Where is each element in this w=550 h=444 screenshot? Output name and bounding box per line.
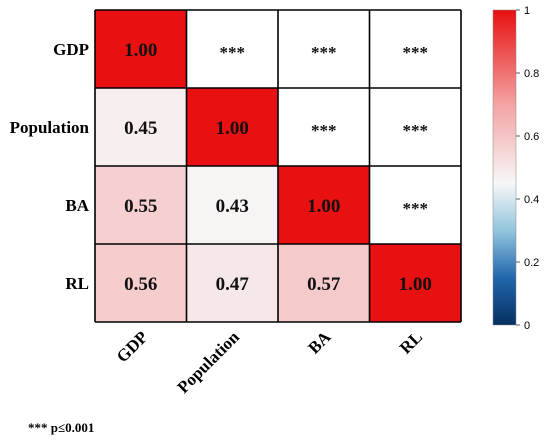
row-label: GDP: [53, 40, 89, 59]
heatmap-cell-0-1: [186, 10, 278, 88]
significance-label: ***: [220, 43, 246, 62]
heatmap-cell-2-1: [186, 166, 278, 244]
heatmap-cell-0-3: [369, 10, 461, 88]
cell-value-label: 0.57: [307, 274, 341, 295]
heatmap-cell-1-1: [186, 88, 278, 166]
heatmap-cell-2-3: [369, 166, 461, 244]
colorbar-gradient: [492, 9, 517, 326]
row-label: Population: [10, 118, 90, 137]
cell-value-label: 0.55: [124, 196, 157, 217]
heatmap-cell-1-2: [278, 88, 370, 166]
cell-value-label: 0.45: [124, 118, 157, 139]
column-label: RL: [396, 327, 426, 357]
heatmap-cell-2-2: [278, 166, 370, 244]
cell-value-label: 1.00: [399, 274, 432, 295]
colorbar-tick-label: 0: [524, 320, 530, 332]
colorbar-tick-label: 0.4: [524, 194, 539, 206]
column-labels: GDP Population BA RL: [113, 327, 426, 397]
colorbar-tick-label: 1: [524, 5, 530, 17]
heatmap-cells: 1.00 *** *** *** 0.45 1.00 *** *** 0.55 0.43 1.00 *…: [95, 10, 461, 322]
significance-label: ***: [311, 121, 337, 140]
heatmap-cell-0-0: [95, 10, 187, 88]
colorbar-tick-label: 0.6: [524, 131, 539, 143]
significance-label: ***: [403, 199, 429, 218]
row-label: RL: [65, 274, 89, 293]
heatmap-cell-2-0: [95, 166, 187, 244]
column-label: BA: [304, 327, 335, 358]
cell-value-label: 0.47: [216, 274, 250, 295]
footnote: *** p≤0.001: [28, 420, 94, 435]
colorbar-tick-label: 0.2: [524, 257, 539, 269]
heatmap-grid: [94, 9, 462, 323]
colorbar: 0 0.2 0.4 0.6 0.8 1: [492, 5, 539, 332]
heatmap-cell-1-3: [369, 88, 461, 166]
heatmap-cell-3-3: [369, 244, 461, 322]
cell-value-label: 0.43: [216, 196, 249, 217]
cell-value-label: 1.00: [216, 118, 249, 139]
significance-label: ***: [403, 43, 429, 62]
row-label: BA: [65, 196, 89, 215]
heatmap-cell-3-0: [95, 244, 187, 322]
colorbar-tick-label: 0.8: [524, 68, 539, 80]
heatmap-cell-0-2: [278, 10, 370, 88]
heatmap-cell-3-2: [278, 244, 370, 322]
column-label: GDP: [113, 327, 152, 366]
row-labels: GDP Population BA RL: [10, 40, 90, 293]
cell-value-label: 1.00: [124, 40, 157, 61]
cell-value-label: 1.00: [307, 196, 340, 217]
significance-label: ***: [311, 43, 337, 62]
significance-label: ***: [403, 121, 429, 140]
column-label: Population: [174, 327, 244, 397]
heatmap-cell-1-0: [95, 88, 187, 166]
cell-value-label: 0.56: [124, 274, 157, 295]
heatmap-cell-3-1: [186, 244, 278, 322]
